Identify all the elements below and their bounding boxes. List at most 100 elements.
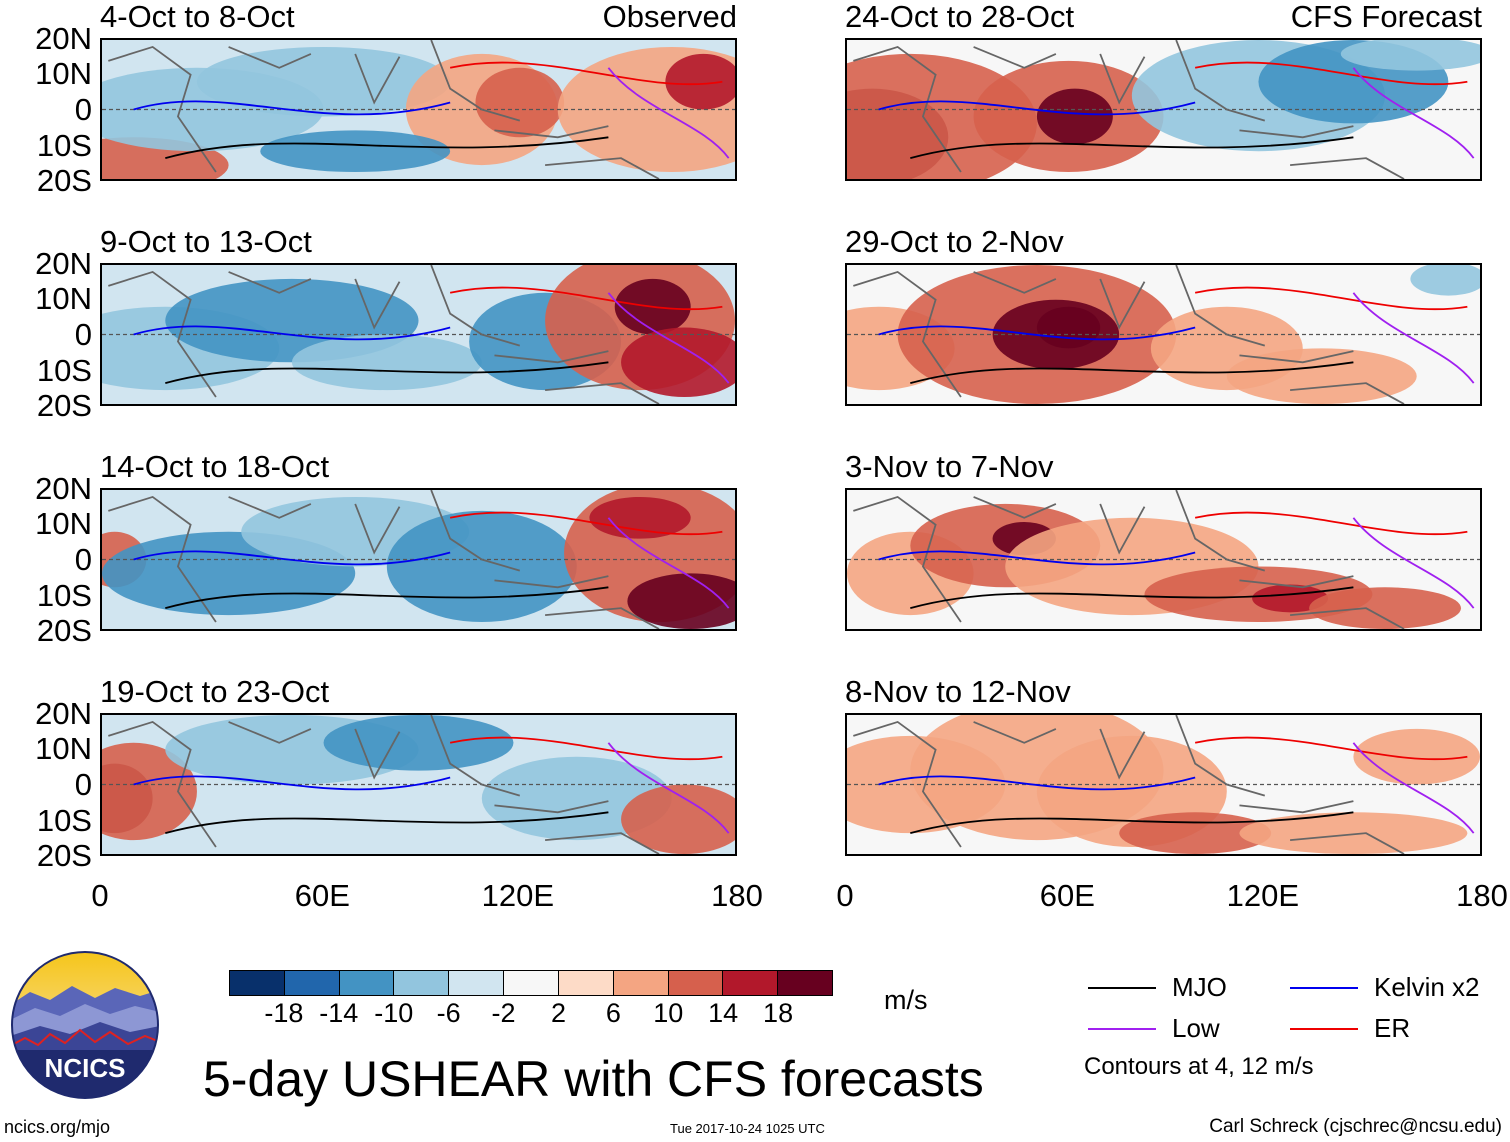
lon-label: 120E: [1226, 878, 1300, 913]
ncics-logo: NCICS: [10, 950, 160, 1100]
map-panel: [845, 38, 1482, 181]
lon-label: 0: [91, 878, 109, 913]
coastline: [853, 265, 1405, 404]
colorbar-tick-label: -14: [319, 998, 359, 1028]
colorbar-cell: [339, 971, 395, 995]
legend-mjo: MJO: [1088, 972, 1227, 1003]
colorbar-tick-label: -6: [436, 998, 461, 1028]
colorbar-cell: [394, 971, 450, 995]
contour-line: [910, 586, 1354, 610]
coastline: [853, 490, 1405, 629]
shading-region: [1239, 812, 1468, 854]
colorbar-cell: [778, 971, 832, 995]
contour-line: [449, 286, 723, 311]
colorbar-tick-label: -10: [374, 998, 414, 1028]
contour-line: [165, 136, 609, 160]
lon-label: 60E: [1039, 878, 1095, 913]
map-panel: [845, 263, 1482, 406]
contour-line: [1352, 67, 1475, 159]
lat-label: 20S: [36, 838, 92, 873]
colorbar-tick-label: 6: [605, 998, 621, 1028]
lat-label: 10N: [35, 56, 92, 91]
legend-low: Low: [1088, 1013, 1220, 1044]
legend-er: ER: [1290, 1013, 1410, 1044]
contour-line: [1352, 517, 1475, 609]
panel-title: 4-Oct to 8-Oct: [100, 0, 295, 34]
colorbar-cell: [284, 971, 340, 995]
map-panel: [100, 488, 737, 631]
colorbar-cell: [449, 971, 505, 995]
colorbar: [229, 970, 833, 996]
logo-text: NCICS: [45, 1053, 126, 1083]
lat-label: 20S: [36, 163, 92, 198]
shading-region: [102, 742, 197, 841]
contour-line: [607, 742, 730, 834]
map-panel: [100, 713, 737, 856]
shading-region: [589, 496, 691, 539]
shading-region: [386, 510, 577, 623]
lat-label: 20N: [35, 696, 92, 731]
shading-region: [621, 784, 735, 854]
contour-line: [165, 361, 609, 385]
legend-mjo-line: [1088, 986, 1156, 989]
legend-kelvin-label: Kelvin x2: [1374, 972, 1480, 1002]
contour-line: [133, 550, 451, 566]
contour-line: [607, 67, 730, 159]
lon-label: 60E: [294, 878, 350, 913]
contour-line: [1194, 511, 1468, 536]
lat-label: 0: [74, 767, 92, 802]
shading-region: [1410, 265, 1480, 296]
contour-line: [1352, 292, 1475, 384]
lon-label: 120E: [481, 878, 555, 913]
contour-line: [1352, 742, 1475, 834]
shading-region: [847, 53, 1037, 179]
shading-region: [1353, 728, 1480, 785]
legend-mjo-label: MJO: [1172, 972, 1227, 1002]
lat-label: 20S: [36, 613, 92, 648]
shading-region: [621, 327, 735, 398]
shading-region: [1309, 587, 1462, 629]
footer-timestamp: Tue 2017-10-24 1025 UTC: [670, 1121, 825, 1136]
contour-line: [165, 586, 609, 610]
contour-line: [878, 775, 1196, 791]
contour-line: [910, 361, 1354, 385]
shading-region: [475, 67, 565, 138]
coastline: [853, 40, 1405, 179]
contour-note: Contours at 4, 12 m/s: [1084, 1053, 1314, 1080]
lat-label: 20N: [35, 21, 92, 56]
lat-label: 0: [74, 317, 92, 352]
contour-line: [449, 61, 723, 86]
panel-title: 8-Nov to 12-Nov: [845, 674, 1071, 709]
panel-title: 9-Oct to 13-Oct: [100, 224, 312, 259]
contour-line: [878, 100, 1196, 116]
shading-region: [291, 334, 482, 391]
lat-label: 20S: [36, 388, 92, 423]
panel-title: 14-Oct to 18-Oct: [100, 449, 330, 484]
lat-label: 10S: [36, 578, 92, 613]
contour-line: [165, 811, 609, 835]
lat-label: 10S: [36, 128, 92, 163]
lon-label: 180: [1456, 878, 1508, 913]
units-label: m/s: [884, 985, 928, 1015]
legend-low-line: [1088, 1027, 1156, 1030]
main-title: 5-day USHEAR with CFS forecasts: [203, 1051, 984, 1107]
colorbar-tick-label: 2: [550, 998, 566, 1028]
footer-website[interactable]: ncics.org/mjo: [4, 1117, 111, 1137]
shading-region: [323, 715, 514, 771]
shading-region: [665, 53, 735, 110]
contour-line: [607, 292, 730, 384]
colorbar-cell: [558, 971, 614, 995]
contour-line: [133, 325, 451, 341]
colorbar-tick-label: 14: [708, 998, 739, 1028]
shading-region: [260, 130, 451, 173]
colorbar-cell: [230, 971, 285, 995]
lat-label: 0: [74, 542, 92, 577]
lat-label: 20N: [35, 471, 92, 506]
shading-region: [1252, 584, 1329, 613]
contour-line: [449, 511, 723, 536]
contour-line: [607, 517, 730, 609]
legend-er-line: [1290, 1027, 1358, 1030]
panel-title: 19-Oct to 23-Oct: [100, 674, 330, 709]
lat-label: 10N: [35, 731, 92, 766]
contour-line: [449, 736, 723, 761]
